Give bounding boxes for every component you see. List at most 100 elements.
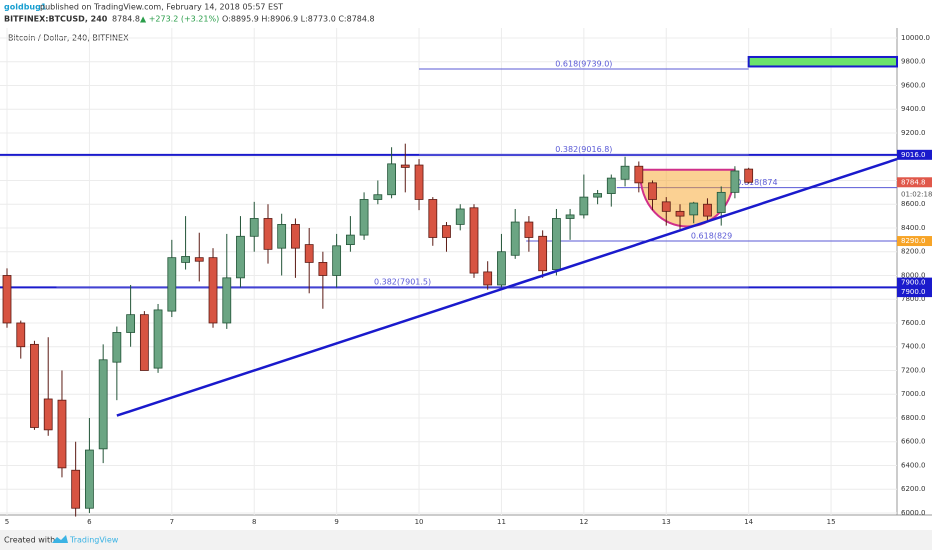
candle-body	[291, 224, 300, 249]
price-tag	[897, 236, 932, 247]
candle-body	[593, 193, 603, 198]
fib-label: 0.382(9016.8)	[555, 145, 612, 154]
candle-body	[194, 257, 204, 262]
candle-body	[689, 202, 699, 216]
x-tick-label: 12	[579, 518, 588, 526]
fib-label: 0.382(7901.5)	[374, 278, 431, 287]
price-tag-label: 9016.0	[901, 151, 926, 159]
candle-body	[373, 194, 383, 200]
candle-body	[277, 224, 287, 249]
candle-body	[552, 218, 561, 270]
candle-body	[181, 256, 190, 263]
y-tick-label: 9600.0	[901, 81, 926, 89]
y-tick-label: 8600.0	[901, 200, 926, 208]
candle-body	[428, 199, 438, 238]
candle-body	[648, 182, 657, 200]
candle-body	[71, 469, 81, 509]
candle-body	[43, 398, 53, 431]
y-tick-label: 7600.0	[901, 319, 926, 327]
x-tick-label: 14	[744, 518, 753, 526]
candle-body	[153, 309, 163, 369]
y-tick-label: 7000.0	[901, 390, 926, 398]
candle-body	[497, 251, 506, 286]
y-tick-label: 9400.0	[901, 105, 926, 113]
candle-body	[112, 332, 122, 363]
candle-body	[634, 165, 644, 184]
author[interactable]: goldbug1	[4, 3, 47, 12]
candle-body	[387, 163, 396, 196]
y-tick-label: 10000.0	[901, 34, 930, 42]
candle-body	[620, 165, 630, 180]
candle-body	[2, 275, 12, 324]
price-tag-label: 8784.8	[901, 178, 926, 186]
candle-body	[98, 359, 108, 450]
x-tick-label: 8	[252, 518, 256, 526]
y-tick-label: 7200.0	[901, 366, 926, 374]
candle-body	[332, 245, 342, 276]
candle-body	[318, 262, 328, 276]
logo	[52, 535, 68, 543]
y-tick-label: 7400.0	[901, 343, 926, 351]
candle-body	[236, 235, 245, 279]
x-tick-label: 11	[497, 518, 506, 526]
candle-body	[510, 221, 520, 256]
candle-body	[359, 199, 369, 236]
candle-body	[249, 218, 259, 237]
price-tag-label: 8290.0	[901, 237, 926, 245]
footer-bar	[0, 530, 932, 550]
candle-body	[16, 322, 26, 348]
price-tag	[897, 277, 932, 288]
candle-body	[606, 177, 616, 194]
change: ▲ +273.2 (+3.21%)	[140, 15, 219, 24]
candle-body	[222, 277, 232, 324]
y-tick-label: 6000.0	[901, 509, 926, 517]
candle-body	[400, 164, 410, 168]
candle-body	[442, 225, 451, 238]
candle-body	[524, 221, 534, 238]
x-tick-label: 10	[415, 518, 424, 526]
candle-body	[304, 244, 314, 263]
candle-body	[455, 208, 465, 225]
price-tag	[897, 287, 932, 298]
x-tick-label: 13	[662, 518, 671, 526]
last-price: 8784.8	[112, 15, 140, 24]
countdown: 01:02:18	[901, 190, 932, 198]
y-tick-label: 8400.0	[901, 224, 926, 232]
footer-created: Created with	[4, 536, 55, 545]
y-tick-label: 8000.0	[901, 271, 926, 279]
y-tick-label: 9800.0	[901, 58, 926, 66]
candle-body	[263, 218, 273, 250]
candle-body	[744, 168, 754, 183]
y-tick-label: 6800.0	[901, 414, 926, 422]
x-tick-label: 15	[827, 518, 836, 526]
price-tag	[897, 149, 932, 160]
candle-body	[703, 203, 712, 217]
footer-brand[interactable]: TradingView	[69, 536, 119, 545]
price-tag	[897, 177, 932, 188]
candle-body	[730, 170, 740, 193]
candle-body	[483, 271, 493, 286]
candle-body	[414, 164, 424, 200]
x-tick-label: 5	[5, 518, 9, 526]
y-tick-label: 6200.0	[901, 485, 926, 493]
price-tag-label: 7900.0	[901, 288, 926, 296]
symbol: BITFINEX:BTCUSD, 240	[4, 15, 108, 24]
candle-body	[126, 314, 136, 333]
fib-label: 0.618(874	[736, 178, 777, 187]
trendline	[116, 157, 898, 417]
candle-body	[716, 191, 726, 213]
ohlc: O:8895.9 H:8906.9 L:8773.0 C:8784.8	[222, 15, 375, 24]
candle-body	[469, 207, 479, 274]
candle-body	[57, 399, 67, 469]
plot: Bitcoin / Dollar, 240, BITFINEX6000.0620…	[0, 28, 932, 526]
y-tick-label: 7800.0	[901, 295, 926, 303]
published: published on TradingView.com, February 1…	[40, 3, 283, 12]
x-tick-label: 6	[87, 518, 92, 526]
candle-body	[661, 201, 671, 212]
candle-body	[85, 449, 94, 509]
fib-label: 0.618(829	[691, 232, 732, 241]
y-tick-label: 6400.0	[901, 461, 926, 469]
candle-body	[30, 343, 39, 428]
target-zone	[747, 55, 898, 68]
candle-body	[345, 234, 355, 246]
